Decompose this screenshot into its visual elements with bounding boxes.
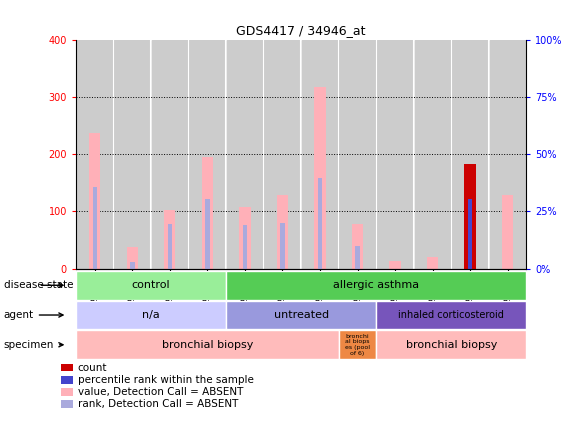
- Title: GDS4417 / 34946_at: GDS4417 / 34946_at: [236, 24, 366, 37]
- Bar: [339, 40, 376, 269]
- Bar: [277, 195, 288, 269]
- Text: bronchial biopsy: bronchial biopsy: [162, 340, 253, 350]
- Text: allergic asthma: allergic asthma: [333, 280, 419, 290]
- Bar: [202, 157, 213, 269]
- Bar: [76, 301, 226, 329]
- Bar: [302, 40, 338, 269]
- Bar: [377, 40, 413, 269]
- Text: specimen: specimen: [4, 340, 63, 350]
- Bar: [464, 164, 476, 269]
- Text: inhaled corticosteroid: inhaled corticosteroid: [399, 310, 504, 320]
- Bar: [205, 199, 209, 269]
- Bar: [265, 40, 301, 269]
- Bar: [152, 40, 188, 269]
- Text: percentile rank within the sample: percentile rank within the sample: [78, 375, 254, 385]
- Bar: [318, 178, 322, 269]
- Text: count: count: [78, 362, 108, 373]
- Bar: [130, 262, 135, 269]
- Bar: [339, 330, 376, 359]
- Bar: [390, 261, 401, 269]
- Bar: [61, 364, 73, 372]
- Bar: [61, 388, 73, 396]
- Text: control: control: [132, 280, 171, 290]
- Bar: [239, 207, 251, 269]
- Bar: [76, 271, 226, 300]
- Bar: [452, 40, 488, 269]
- Bar: [226, 271, 526, 300]
- Bar: [280, 223, 285, 269]
- Bar: [77, 40, 113, 269]
- Bar: [314, 87, 325, 269]
- Bar: [227, 40, 263, 269]
- Bar: [355, 246, 360, 269]
- Bar: [502, 195, 513, 269]
- Bar: [164, 210, 176, 269]
- Bar: [89, 133, 100, 269]
- Bar: [92, 187, 97, 269]
- Bar: [352, 224, 363, 269]
- Bar: [114, 40, 150, 269]
- Text: disease state: disease state: [4, 280, 73, 290]
- Bar: [468, 210, 472, 269]
- Bar: [189, 40, 225, 269]
- Text: n/a: n/a: [142, 310, 160, 320]
- Bar: [76, 330, 339, 359]
- Bar: [226, 301, 376, 329]
- Text: bronchial biopsy: bronchial biopsy: [406, 340, 497, 350]
- Bar: [168, 224, 172, 269]
- Bar: [427, 257, 438, 269]
- Bar: [243, 225, 247, 269]
- Bar: [376, 301, 526, 329]
- Bar: [61, 400, 73, 408]
- Text: agent: agent: [4, 310, 63, 320]
- Bar: [414, 40, 450, 269]
- Text: untreated: untreated: [274, 310, 329, 320]
- Bar: [61, 376, 73, 384]
- Bar: [490, 40, 526, 269]
- Bar: [468, 199, 472, 269]
- Bar: [376, 330, 526, 359]
- Text: value, Detection Call = ABSENT: value, Detection Call = ABSENT: [78, 387, 243, 397]
- Bar: [127, 247, 138, 269]
- Text: rank, Detection Call = ABSENT: rank, Detection Call = ABSENT: [78, 399, 238, 409]
- Text: bronchi
al biops
es (pool
of 6): bronchi al biops es (pool of 6): [345, 333, 370, 356]
